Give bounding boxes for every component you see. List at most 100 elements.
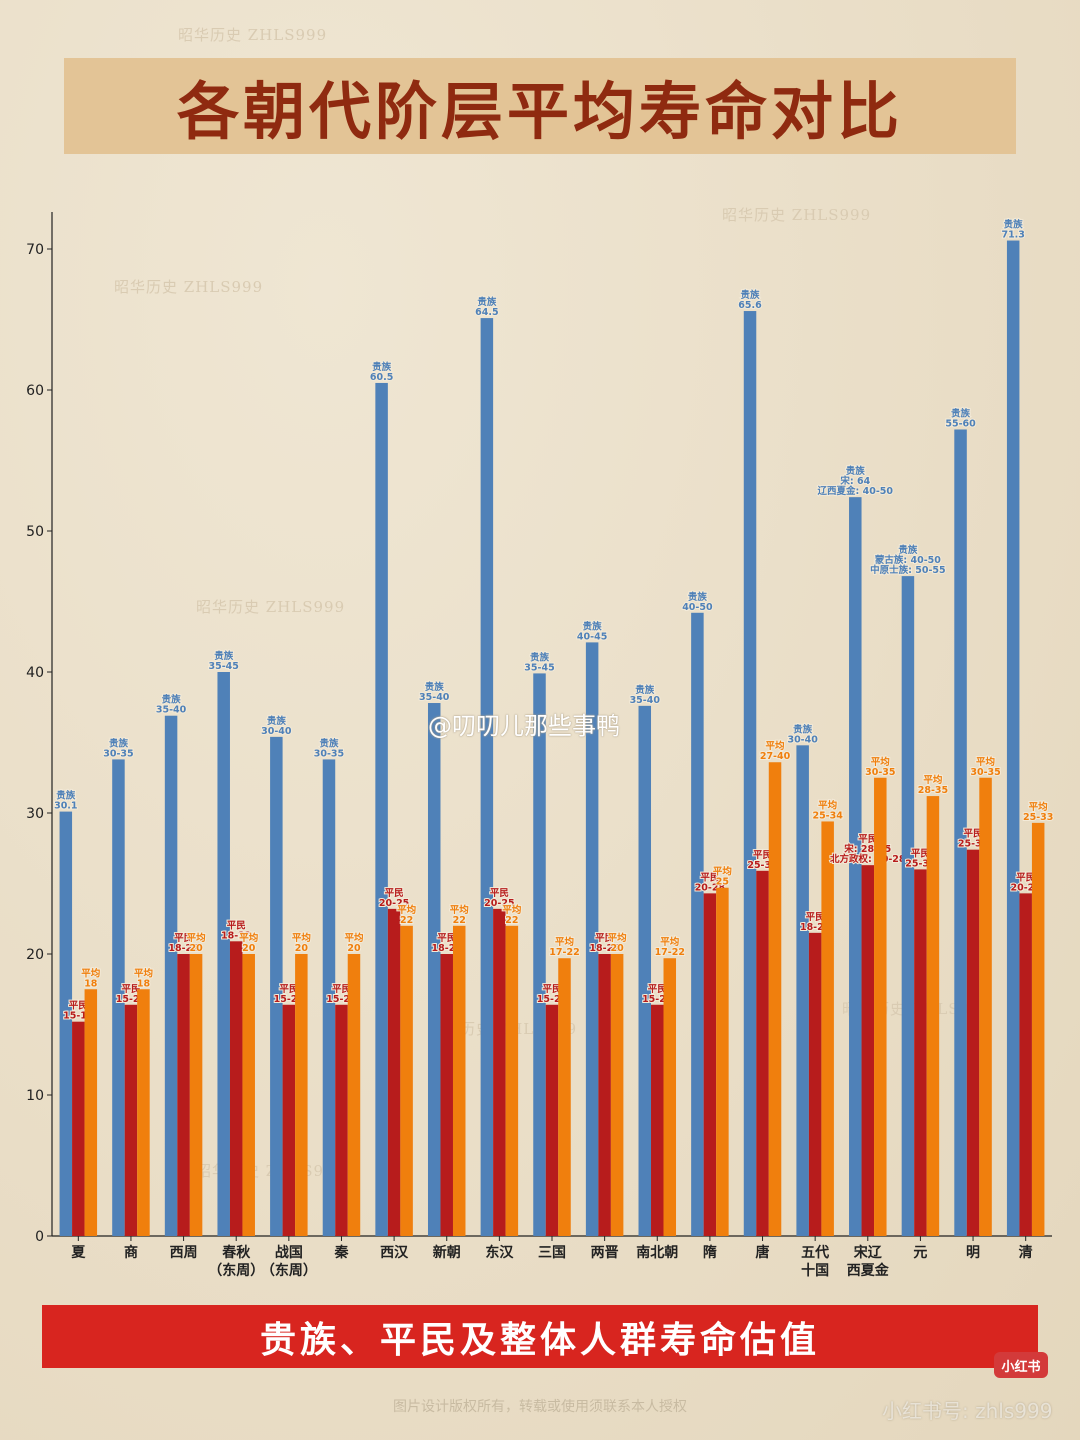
bar-贵族	[217, 672, 230, 1236]
bar-平均	[400, 925, 413, 1236]
bar-贵族	[164, 715, 178, 1236]
y-tick-label: 30	[26, 806, 44, 822]
bar-平民	[282, 1004, 296, 1236]
data-label: 贵族	[530, 651, 550, 663]
data-label: 30-35	[970, 767, 1000, 778]
bar-贵族	[1006, 240, 1020, 1237]
data-label: 28-35	[918, 785, 948, 796]
data-label: 平民	[385, 888, 404, 899]
bar-平民	[493, 908, 506, 1236]
data-label: 22	[400, 915, 413, 926]
data-label: 65.6	[738, 300, 762, 311]
x-tick-label: 西夏金	[847, 1262, 890, 1279]
data-label: 贵族	[1004, 219, 1024, 231]
x-tick-label: 西汉	[380, 1245, 409, 1261]
data-label: 17-22	[655, 947, 685, 958]
x-tick-label: 战国	[275, 1244, 303, 1261]
bar-平均	[979, 777, 992, 1236]
x-tick-label: 隋	[703, 1244, 717, 1261]
data-label: 35-40	[630, 695, 661, 706]
bar-平民	[545, 1004, 559, 1236]
x-tick-label: 十国	[801, 1262, 829, 1279]
data-label: 30-40	[787, 734, 818, 745]
data-label: 30-40	[261, 726, 292, 737]
data-label: 辽西夏金: 40-50	[818, 485, 894, 497]
data-label: 18-22	[589, 943, 619, 954]
bar-贵族	[59, 811, 73, 1236]
x-tick-label: 五代	[801, 1244, 829, 1261]
data-label: 平民	[595, 933, 614, 944]
data-label: 22	[453, 915, 466, 926]
bar-贵族	[427, 703, 441, 1236]
bar-贵族	[375, 382, 388, 1236]
copyright-notice: 图片设计版权所有，转载或使用须联系本人授权	[393, 1399, 687, 1415]
bar-平均	[242, 954, 255, 1236]
data-label: 贵族	[109, 737, 129, 749]
bar-平均	[716, 887, 729, 1236]
data-label: 平均	[818, 799, 838, 811]
data-label: 20	[347, 943, 361, 954]
bar-平均	[821, 821, 834, 1236]
data-label: 平均	[81, 967, 101, 979]
y-tick-label: 10	[26, 1088, 44, 1104]
data-label: 平均	[397, 904, 417, 916]
data-label: 平均	[871, 756, 891, 768]
data-label: 20	[189, 943, 203, 954]
data-label: 平民	[911, 848, 930, 859]
data-label: 平均	[344, 932, 364, 944]
bar-平民	[651, 1004, 664, 1236]
x-tick-label: （东周）	[208, 1262, 264, 1279]
bar-平民	[808, 932, 822, 1236]
data-label: 贵族	[635, 684, 655, 696]
data-label: 17-22	[549, 947, 579, 958]
bar-贵族	[901, 576, 915, 1236]
bar-贵族	[270, 736, 283, 1236]
data-label: 30-35	[103, 748, 133, 759]
data-label: 20-25	[379, 898, 409, 909]
data-label: 贵族	[688, 591, 708, 603]
bar-平均	[768, 762, 782, 1236]
bar-贵族	[322, 759, 336, 1236]
data-label: 40-50	[682, 602, 713, 613]
weibo-watermark: @叨叨儿那些事鸭	[428, 712, 620, 740]
watermark-text: 昭华历史 ZHLS999	[196, 598, 346, 616]
data-label: 贵族	[372, 361, 392, 373]
data-label: 27-40	[760, 751, 791, 762]
x-tick-label: 三国	[538, 1245, 566, 1261]
data-label: 平民	[648, 984, 667, 995]
data-label: 贵族	[583, 620, 603, 632]
y-tick-label: 20	[26, 947, 44, 963]
data-label: 25-34	[812, 810, 843, 821]
data-label: 25	[716, 877, 729, 888]
bar-平均	[663, 958, 677, 1236]
y-tick-label: 60	[26, 383, 44, 399]
data-label: 贵族	[56, 790, 76, 802]
data-label: 蒙古族: 40-50	[875, 554, 941, 566]
data-label: 平均	[555, 936, 575, 948]
data-label: 贵族	[898, 544, 918, 556]
x-tick-label: 东汉	[485, 1244, 514, 1261]
data-label: 平民	[753, 850, 772, 861]
data-label: 20	[611, 943, 625, 954]
data-label: 平均	[608, 932, 628, 944]
data-label: 平均	[1029, 801, 1049, 813]
bar-平民	[914, 869, 927, 1236]
data-label: 平民	[279, 984, 298, 995]
x-tick-label: 清	[1019, 1244, 1033, 1261]
data-label: 平均	[923, 774, 943, 786]
title-banner: 各朝代阶层平均寿命对比	[64, 58, 1016, 154]
data-label: 平均	[766, 740, 786, 752]
data-label: 18-23	[221, 930, 251, 941]
bar-平民	[229, 941, 243, 1236]
data-label: 60.5	[370, 372, 393, 383]
data-label: 平民	[1016, 872, 1035, 883]
data-label: 25-33	[1023, 812, 1053, 823]
bar-平民	[598, 954, 611, 1236]
bar-平民	[1019, 893, 1032, 1236]
x-tick-label: 西周	[170, 1245, 198, 1261]
data-label: 贵族	[951, 407, 971, 419]
data-label: 贵族	[319, 737, 339, 749]
data-label: 贵族	[793, 723, 813, 735]
bar-平均	[874, 777, 887, 1236]
data-label: 平均	[450, 904, 470, 916]
